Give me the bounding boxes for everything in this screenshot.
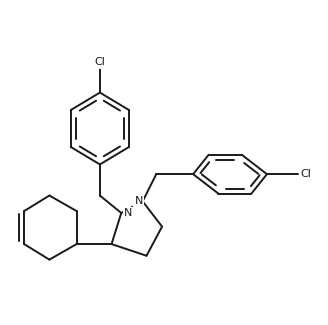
Text: N: N: [124, 208, 133, 218]
Text: Cl: Cl: [94, 57, 105, 67]
Text: N: N: [134, 196, 143, 206]
Text: Cl: Cl: [300, 169, 311, 179]
